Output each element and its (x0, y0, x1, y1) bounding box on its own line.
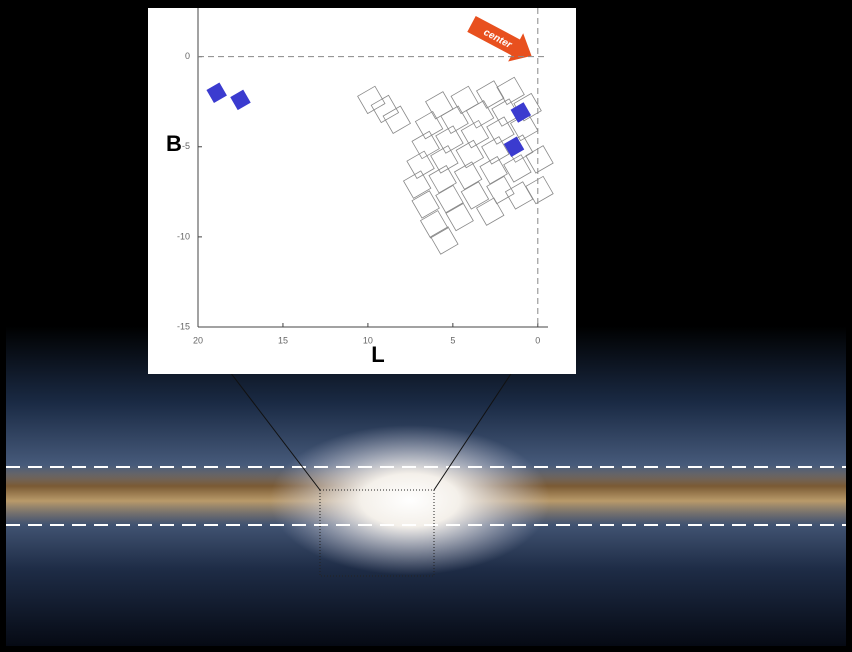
field (455, 139, 485, 169)
field (504, 181, 534, 210)
x-tick-label: 0 (535, 335, 540, 345)
field (491, 98, 520, 127)
x-tick-label: 20 (193, 335, 203, 345)
center-arrow: center (467, 15, 532, 62)
field (435, 184, 464, 214)
x-axis-label: L (371, 342, 384, 367)
field (453, 161, 483, 190)
field (460, 181, 490, 210)
field (382, 105, 411, 134)
field (435, 125, 464, 154)
field (476, 197, 505, 226)
field (481, 136, 510, 165)
highlighted-field (206, 82, 227, 103)
field (460, 119, 490, 149)
field (419, 210, 449, 239)
field (496, 76, 525, 106)
x-tick-label: 10 (363, 335, 373, 345)
field (411, 190, 440, 219)
galactic-bulge (270, 425, 550, 575)
x-tick-label: 15 (278, 335, 288, 345)
field (430, 226, 459, 255)
field (357, 85, 386, 115)
field (465, 100, 495, 129)
y-axis-label: B (166, 131, 182, 156)
field (414, 110, 444, 140)
field (411, 130, 440, 160)
field (445, 202, 474, 232)
field (440, 105, 469, 134)
y-tick-label: -5 (182, 141, 190, 151)
highlighted-field (230, 89, 251, 111)
field (402, 170, 432, 199)
field (428, 165, 457, 194)
field (406, 150, 435, 180)
field (479, 155, 508, 185)
field (370, 94, 400, 124)
field (476, 80, 505, 109)
field (486, 175, 515, 205)
highlighted-field (503, 136, 525, 158)
field (430, 145, 459, 174)
field (486, 116, 515, 145)
field (503, 154, 532, 183)
x-tick-label: 5 (450, 335, 455, 345)
plot-panel (148, 8, 576, 374)
zoom-box (319, 489, 435, 577)
y-tick-label: -15 (177, 321, 190, 331)
arrow-shape (467, 15, 532, 62)
highlighted-field (510, 102, 532, 123)
y-tick-label: -10 (177, 231, 190, 241)
field (525, 145, 554, 174)
y-tick-label: 0 (185, 51, 190, 61)
